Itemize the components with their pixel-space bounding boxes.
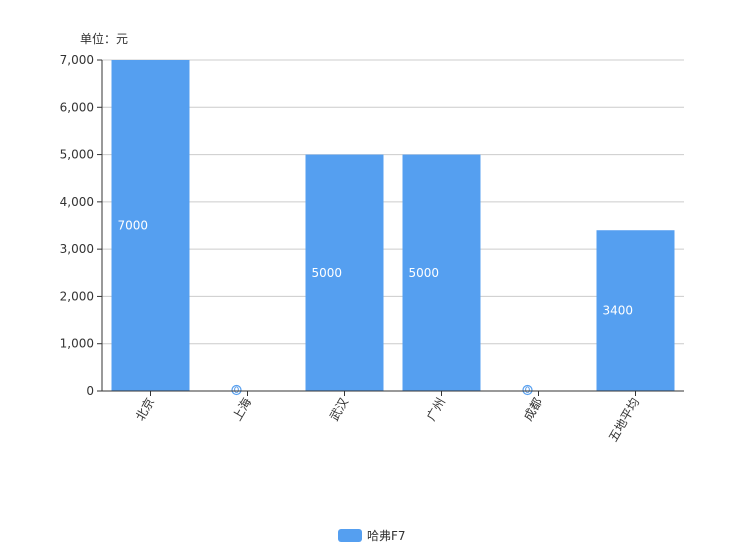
y-axis-ticks: 0 1,000 2,000 3,000 4,000 5,000 6,000 7,000 [60, 53, 102, 398]
y-tick-label: 6,000 [60, 100, 94, 114]
zero-value-marker [231, 384, 242, 396]
bar[interactable] [596, 230, 675, 391]
gridlines [102, 59, 684, 345]
y-tick-label: 2,000 [60, 289, 94, 303]
x-category-label: 北京 [133, 396, 157, 424]
x-category-label: 上海 [229, 395, 254, 423]
x-category-label: 广州 [424, 396, 448, 424]
bars [111, 60, 675, 391]
legend-swatch [338, 529, 362, 542]
bar[interactable] [111, 60, 190, 391]
y-tick-label: 1,000 [60, 337, 94, 351]
zero-value-marker [522, 384, 533, 396]
bar[interactable] [305, 154, 384, 391]
legend[interactable]: 哈弗F7 [338, 529, 406, 543]
x-category-label: 武汉 [327, 396, 351, 424]
y-tick-label: 4,000 [60, 195, 94, 209]
bar-value-label: 5000 [409, 266, 440, 280]
legend-label: 哈弗F7 [367, 529, 406, 543]
bar-value-label: 7000 [118, 219, 149, 233]
x-category-label: 五地平均 [606, 396, 642, 445]
y-tick-label: 3,000 [60, 242, 94, 256]
bar[interactable] [402, 154, 481, 391]
bar-value-label: 5000 [312, 266, 343, 280]
bar-value-label: 3400 [603, 304, 634, 318]
unit-label: 单位：元 [80, 31, 128, 46]
x-axis-categories: 北京 上海 武汉 广州 成都 五地平均 [133, 391, 642, 444]
x-category-label: 成都 [521, 396, 545, 424]
y-tick-label: 7,000 [60, 53, 94, 67]
y-tick-label: 0 [86, 384, 94, 398]
y-tick-label: 5,000 [60, 148, 94, 162]
